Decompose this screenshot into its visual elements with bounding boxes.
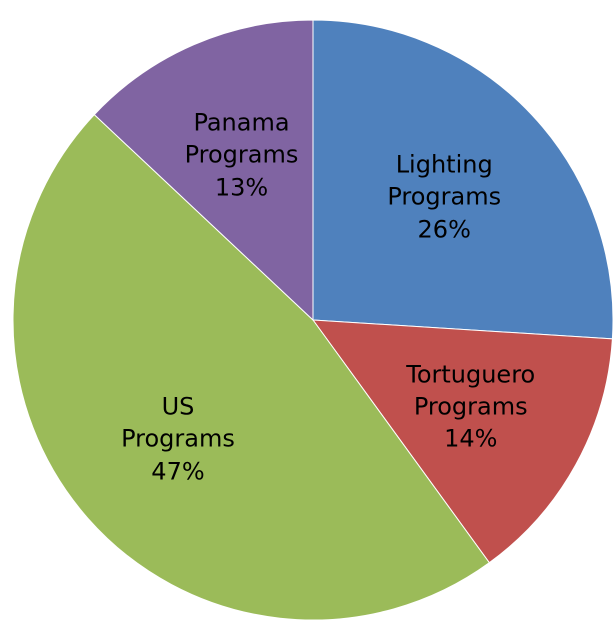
value-label: 47% xyxy=(151,457,205,486)
slice-label: Panama Programs 13% xyxy=(172,106,312,203)
category-label: Lighting Programs xyxy=(387,150,502,211)
value-label: 14% xyxy=(444,424,498,453)
slice-label: Tortuguero Programs 14% xyxy=(401,358,541,455)
category-label: Tortuguero Programs xyxy=(406,360,536,421)
pie-slice xyxy=(93,19,314,322)
category-label: Panama Programs xyxy=(184,108,299,169)
value-label: 13% xyxy=(214,172,269,201)
category-label: US Programs xyxy=(121,392,235,453)
value-label: 26% xyxy=(417,214,471,243)
pie-slice xyxy=(12,113,491,621)
pie-slice xyxy=(312,19,613,340)
slice-label: US Programs 47% xyxy=(108,390,248,487)
pie-slice xyxy=(311,319,613,564)
slice-label: Lighting Programs 26% xyxy=(374,148,514,245)
